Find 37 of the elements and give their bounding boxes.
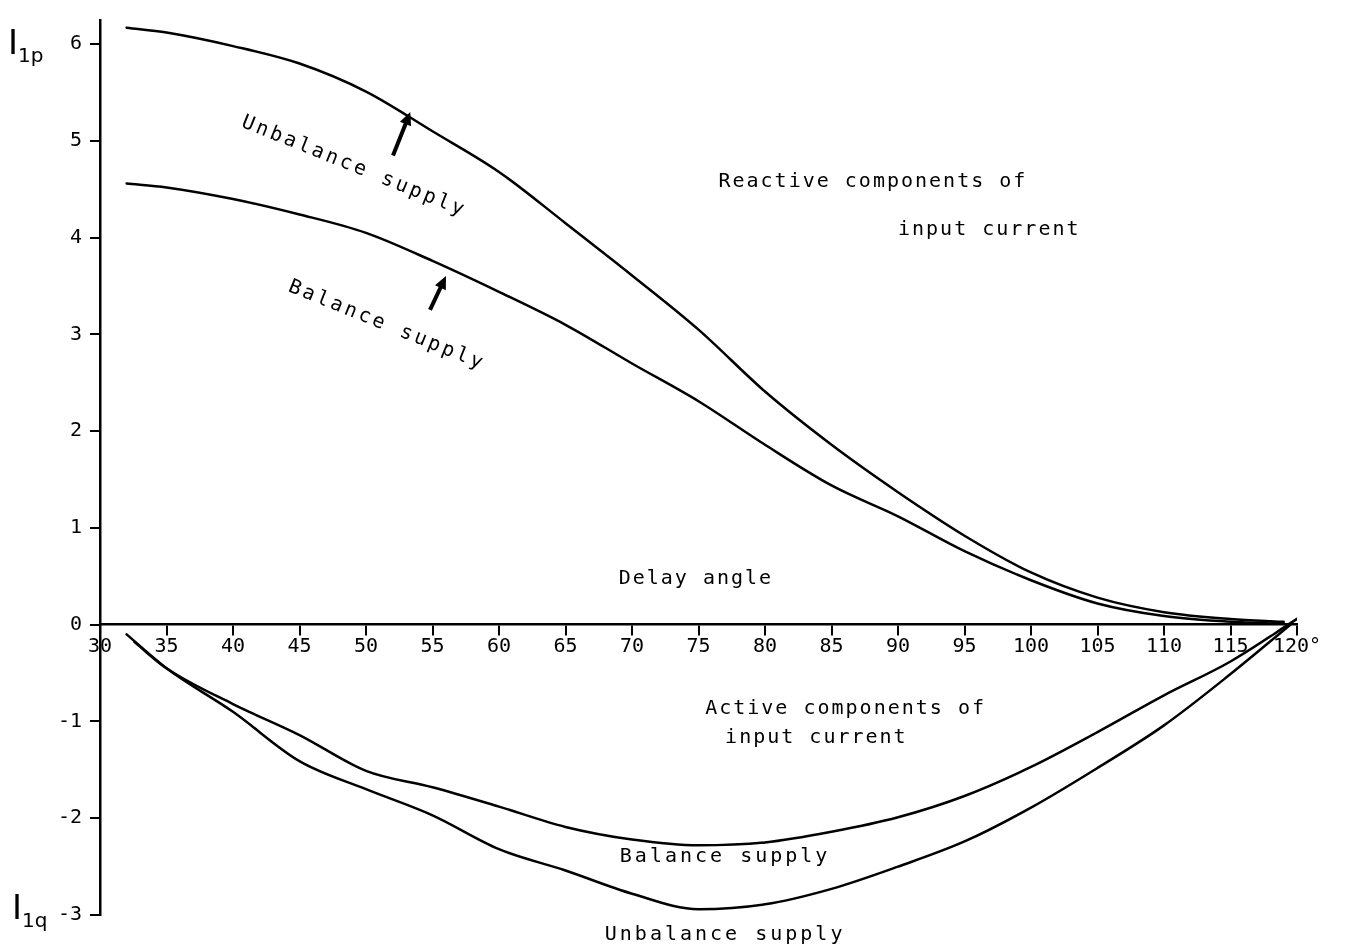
y-tick-label: 2 [69, 417, 82, 442]
x-tick-label: 60 [486, 632, 512, 657]
x-tick-label: 50 [353, 632, 379, 657]
x-tick-label: 45 [287, 632, 312, 657]
y-tick-label: 1 [69, 514, 82, 539]
x-tick-label: 65 [553, 632, 578, 657]
x-tick-label: 75 [686, 632, 711, 657]
y-axis-title: I$_{1p}$ [8, 22, 44, 67]
x-tick-label: 95 [952, 632, 977, 657]
x-tick-label: 115 [1212, 632, 1249, 657]
x-tick-label: 90 [885, 632, 911, 657]
annotation: Active components of [705, 694, 986, 719]
y-tick-label: -2 [57, 804, 82, 829]
x-axis-title: Delay angle [618, 564, 774, 589]
y-tick-label: 5 [69, 127, 82, 152]
series-label: Balance supply [619, 843, 831, 868]
x-tick-label: 105 [1079, 632, 1116, 657]
x-tick-label: 85 [819, 632, 844, 657]
annotation: Reactive components of [718, 167, 1028, 192]
y-tick-label: 6 [69, 30, 82, 55]
x-tick-label: 100 [1012, 632, 1050, 657]
y-tick-label: -3 [57, 901, 82, 926]
annotation: input current [725, 724, 908, 748]
y-tick-label: 4 [69, 223, 82, 248]
annotation: input current [898, 216, 1081, 241]
series-label: Unbalance supply [604, 920, 846, 945]
x-tick-label: 55 [420, 632, 445, 657]
text: I$_{1q}$ [12, 887, 48, 932]
y-tick-label: -1 [57, 707, 82, 732]
x-tick-label: 120° [1272, 632, 1322, 657]
y-tick-label: 0 [69, 610, 82, 635]
x-tick-label: 110 [1145, 632, 1183, 657]
x-tick-label: 40 [220, 632, 246, 657]
x-tick-label: 80 [752, 632, 778, 657]
y-tick-label: 3 [69, 320, 82, 345]
x-tick-label: 35 [154, 632, 179, 657]
x-tick-label: 70 [619, 632, 645, 657]
